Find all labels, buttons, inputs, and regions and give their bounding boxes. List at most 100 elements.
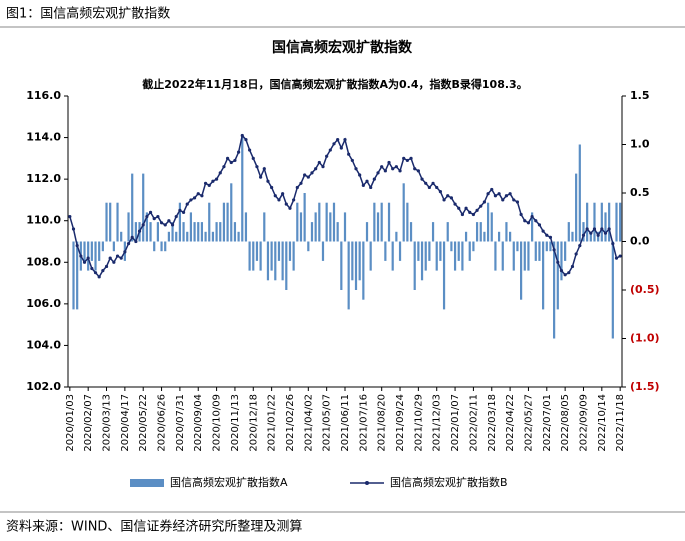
bar	[101, 241, 104, 252]
bar	[178, 202, 182, 242]
bar	[116, 202, 119, 242]
line-point	[181, 210, 186, 214]
bar	[575, 173, 578, 242]
line-point	[343, 138, 347, 142]
line-point	[394, 165, 398, 169]
line-point	[581, 233, 586, 237]
x-tick-label: 2022/08/05	[560, 394, 571, 452]
line-point	[600, 227, 604, 231]
bar	[549, 241, 552, 252]
line-point	[519, 212, 523, 217]
bar	[281, 241, 284, 281]
line-point	[449, 196, 453, 200]
line-point	[460, 212, 465, 217]
x-tick-label: 2021/08/20	[377, 394, 388, 452]
bar	[450, 241, 453, 252]
bar	[127, 212, 130, 242]
line-point	[427, 185, 431, 190]
bar	[285, 241, 288, 290]
bar	[571, 231, 574, 242]
line-point	[552, 248, 556, 252]
bar	[226, 202, 229, 242]
line-point	[409, 156, 413, 160]
bar	[464, 231, 468, 242]
line-point	[321, 165, 325, 169]
line-point	[446, 194, 450, 198]
line-point	[295, 185, 299, 190]
line-point	[365, 179, 369, 183]
legend-label: 国信高频宏观扩散指数A	[170, 475, 288, 489]
bar	[490, 212, 493, 242]
bar	[189, 212, 193, 242]
bar	[318, 202, 321, 242]
line-point	[618, 254, 622, 258]
line-point	[148, 210, 153, 214]
line-point	[273, 194, 277, 198]
line-point	[490, 187, 494, 192]
line-point	[237, 150, 241, 154]
y2-tick-label: (1.0)	[630, 332, 660, 345]
bar	[255, 241, 259, 261]
line-point	[435, 185, 439, 190]
line-point	[475, 208, 479, 212]
bar	[230, 183, 233, 242]
x-tick-label: 2020/07/31	[175, 394, 186, 452]
line-point	[380, 165, 384, 169]
line-point	[68, 214, 72, 219]
line-point	[530, 214, 534, 219]
bar	[424, 241, 427, 271]
bar	[292, 241, 295, 271]
bar	[586, 202, 589, 242]
bar	[277, 241, 281, 261]
line-point	[596, 233, 600, 237]
line-point	[574, 252, 578, 256]
line-point	[178, 208, 182, 212]
bar	[420, 241, 424, 281]
line-point	[589, 231, 593, 235]
line-point	[270, 185, 274, 190]
line-point	[303, 173, 307, 177]
line-point	[350, 158, 354, 163]
bar	[219, 222, 222, 242]
x-tick-label: 2020/01/03	[65, 394, 76, 452]
bar	[340, 241, 343, 290]
bar	[343, 212, 347, 242]
bar	[90, 241, 93, 261]
bar	[608, 202, 611, 242]
line-point	[471, 212, 476, 217]
line-point	[354, 167, 358, 171]
line-point	[170, 223, 175, 227]
line-point	[104, 264, 109, 269]
line-point	[299, 181, 303, 185]
line-point	[251, 156, 255, 160]
line-point	[515, 200, 520, 204]
line-point	[306, 175, 310, 179]
line-point	[317, 160, 321, 165]
line-point	[358, 173, 362, 177]
bar	[186, 231, 189, 242]
line-point	[457, 206, 461, 210]
y-tick-label: 110.0	[26, 214, 61, 227]
line-point	[336, 138, 340, 142]
x-tick-label: 2021/05/07	[322, 394, 333, 452]
line-point	[192, 196, 197, 200]
bar	[351, 241, 354, 281]
bar	[362, 241, 365, 300]
bar	[332, 202, 336, 242]
line-point	[119, 256, 123, 260]
y-tick-label: 104.0	[26, 338, 61, 351]
bar	[314, 212, 317, 242]
bar	[252, 241, 255, 271]
bar	[387, 202, 391, 242]
line-point	[504, 194, 509, 198]
bar	[369, 241, 372, 271]
bar	[72, 241, 75, 310]
bar	[270, 241, 273, 271]
bar	[266, 241, 270, 281]
bar	[442, 241, 446, 310]
bar	[542, 241, 545, 310]
bar	[457, 241, 460, 261]
line-point	[325, 154, 329, 158]
bar	[395, 231, 398, 242]
bar	[175, 231, 178, 242]
